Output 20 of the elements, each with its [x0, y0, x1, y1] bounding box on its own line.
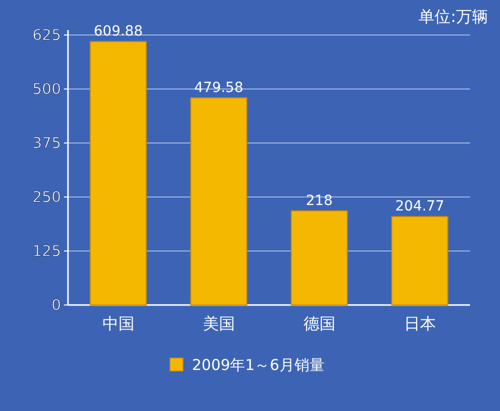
data-label: 218: [306, 192, 333, 209]
y-tick-label: 250: [32, 188, 61, 206]
x-tick-label: 中国: [102, 314, 134, 333]
bar: [190, 97, 248, 306]
bar: [391, 216, 448, 306]
data-label: 204.77: [395, 198, 444, 215]
y-tick-label: 125: [32, 242, 61, 260]
y-tick-label: 0: [51, 296, 61, 314]
bar: [90, 41, 147, 306]
data-label: 609.88: [94, 24, 143, 40]
data-label: 479.58: [194, 80, 244, 96]
legend-label: 2009年1～6月销量: [192, 356, 324, 374]
text: 单位:万辆: [418, 7, 488, 26]
y-tick-label: 375: [32, 134, 61, 152]
y-tick-label: 500: [32, 80, 61, 98]
x-tick-label: 日本: [404, 314, 436, 333]
x-tick-label: 美国: [202, 314, 235, 333]
bar: [290, 210, 348, 306]
x-tick-label: 德国: [303, 314, 336, 333]
y-tick-label: 625: [32, 26, 61, 44]
